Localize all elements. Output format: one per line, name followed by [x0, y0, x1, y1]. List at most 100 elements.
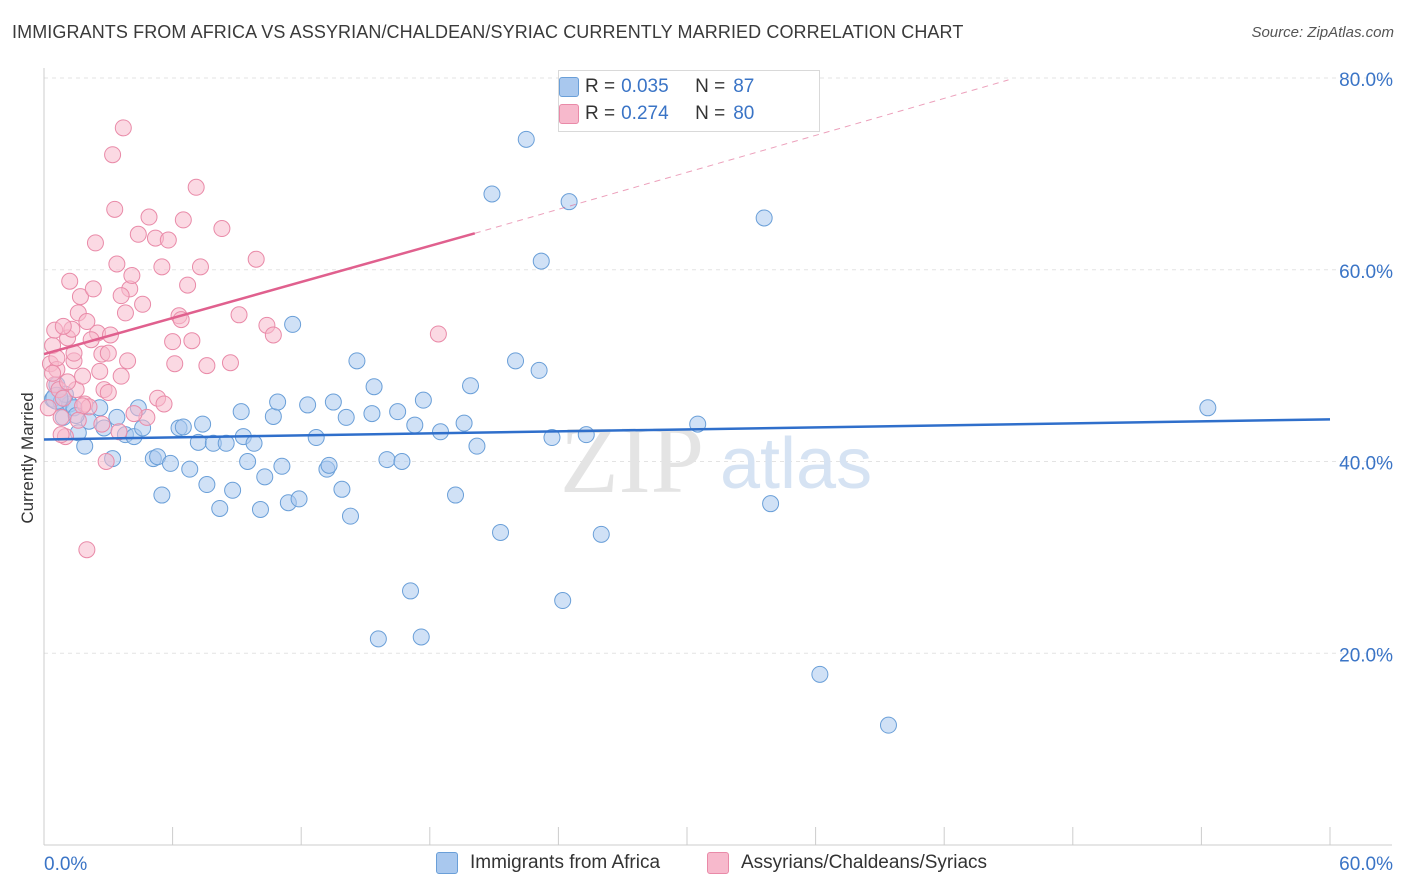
- africa-point-23: [181, 460, 199, 478]
- africa-point-83: [879, 716, 897, 734]
- y-tick-label-80: 80.0%: [1339, 70, 1393, 91]
- africa-point-34: [245, 434, 263, 452]
- africa-point-61: [414, 391, 432, 409]
- africa-point-50: [341, 507, 359, 525]
- legend-swatch-pink: [559, 104, 579, 124]
- africa-point-65: [462, 377, 480, 395]
- africa-point-53: [365, 378, 383, 396]
- africa-point-22: [174, 418, 192, 436]
- assyrian-point-28: [99, 344, 117, 362]
- grid-lines: [44, 77, 1392, 654]
- legend-row-africa: R = 0.035 N = 87: [559, 74, 754, 100]
- bottom-legend-africa: Immigrants from Africa: [436, 852, 660, 874]
- assyrian-point-62: [247, 250, 265, 268]
- assyrian-point-64: [264, 326, 282, 344]
- africa-point-55: [378, 451, 396, 469]
- assyrian-point-57: [191, 258, 209, 276]
- africa-point-39: [273, 457, 291, 475]
- africa-point-12: [108, 408, 126, 426]
- trend-lines: [43, 79, 1331, 441]
- assyrian-point-7: [52, 408, 70, 426]
- legend-r-value: 0.035: [621, 76, 669, 97]
- x-tick-label-min: 0.0%: [44, 854, 87, 875]
- africa-point-57: [393, 453, 411, 470]
- africa-point-75: [560, 193, 578, 211]
- africa-point-43: [299, 396, 317, 414]
- assyrian-point-21: [84, 280, 102, 298]
- africa-point-46: [320, 456, 338, 474]
- x-tick-label-max: 60.0%: [1339, 854, 1393, 875]
- assyrian-point-46: [153, 258, 171, 276]
- assyrian-point-66: [54, 317, 72, 335]
- assyrian-point-22: [86, 234, 104, 252]
- trendline-assyrians-extension: [474, 79, 1009, 234]
- assyrian-point-37: [119, 352, 137, 370]
- chart-title: IMMIGRANTS FROM AFRICA VS ASSYRIAN/CHALD…: [12, 22, 964, 42]
- legend-r-value: 0.274: [621, 103, 669, 124]
- africa-point-38: [269, 393, 287, 411]
- trendline-africa: [43, 418, 1331, 441]
- assyrian-point-41: [134, 295, 152, 313]
- legend-n-label: N =: [695, 103, 726, 124]
- africa-point-30: [224, 481, 242, 499]
- assyrian-point-39: [123, 267, 141, 285]
- assyrian-point-54: [179, 276, 197, 294]
- assyrian-point-24: [91, 362, 109, 380]
- assyrian-point-70: [74, 397, 92, 415]
- assyrian-point-65: [429, 325, 447, 343]
- assyrian-point-71: [99, 383, 117, 401]
- source-label: Source: ZipAtlas.com: [1251, 24, 1394, 41]
- africa-point-62: [432, 423, 450, 441]
- assyrian-point-11: [61, 272, 79, 290]
- assyrian-point-33: [110, 423, 128, 441]
- assyrian-point-43: [140, 208, 158, 226]
- africa-point-37: [264, 407, 282, 425]
- bottom-legend: Immigrants from Africa Assyrians/Chaldea…: [0, 852, 1406, 878]
- assyrian-point-56: [187, 178, 205, 196]
- assyrian-point-78: [44, 364, 62, 382]
- africa-point-19: [153, 486, 171, 504]
- africa-point-76: [577, 426, 595, 444]
- africa-point-82: [811, 665, 829, 683]
- assyrian-point-36: [116, 304, 134, 322]
- legend-n-label: N =: [695, 76, 726, 97]
- africa-point-7: [76, 437, 94, 455]
- legend-n-value: 80: [733, 103, 755, 124]
- africa-point-36: [256, 468, 274, 486]
- bottom-legend-label-africa: Immigrants from Africa: [470, 852, 661, 873]
- africa-point-68: [492, 523, 510, 541]
- legend-swatch-blue: [559, 77, 579, 97]
- africa-point-33: [239, 453, 257, 470]
- assyrian-point-40: [129, 225, 147, 243]
- africa-point-72: [532, 252, 550, 270]
- legend-r-label: R =: [585, 103, 616, 124]
- africa-point-35: [251, 500, 269, 518]
- africa-point-69: [507, 352, 525, 370]
- africa-point-77: [592, 525, 610, 543]
- watermark-zip: ZIP: [560, 406, 704, 513]
- bottom-legend-swatch-pink: [707, 852, 729, 874]
- africa-point-56: [389, 403, 407, 421]
- watermark: ZIP atlas: [560, 406, 872, 513]
- y-tick-label-40: 40.0%: [1339, 454, 1393, 475]
- assyrian-point-76: [112, 287, 130, 305]
- y-tick-label-60: 60.0%: [1339, 262, 1393, 283]
- bottom-legend-label-assyrians: Assyrians/Chaldeans/Syriacs: [741, 852, 988, 873]
- africa-point-48: [333, 480, 351, 498]
- assyrian-point-72: [125, 405, 143, 423]
- africa-point-70: [517, 130, 535, 148]
- africa-point-29: [217, 434, 235, 452]
- series-assyrians: [39, 119, 447, 559]
- axes: [43, 68, 1392, 846]
- bottom-legend-swatch-blue: [436, 852, 458, 874]
- assyrian-point-55: [183, 332, 201, 350]
- assyrian-point-79: [59, 373, 77, 391]
- tick-labels: 20.0% 40.0% 60.0% 80.0% 0.0% 60.0%: [44, 70, 1393, 875]
- stats-legend: R = 0.035 N = 87 R = 0.274 N = 80: [558, 70, 820, 132]
- assyrian-point-77: [78, 313, 96, 331]
- assyrian-point-50: [166, 355, 184, 373]
- africa-point-42: [290, 490, 308, 508]
- africa-point-44: [307, 429, 325, 447]
- africa-point-58: [402, 582, 420, 600]
